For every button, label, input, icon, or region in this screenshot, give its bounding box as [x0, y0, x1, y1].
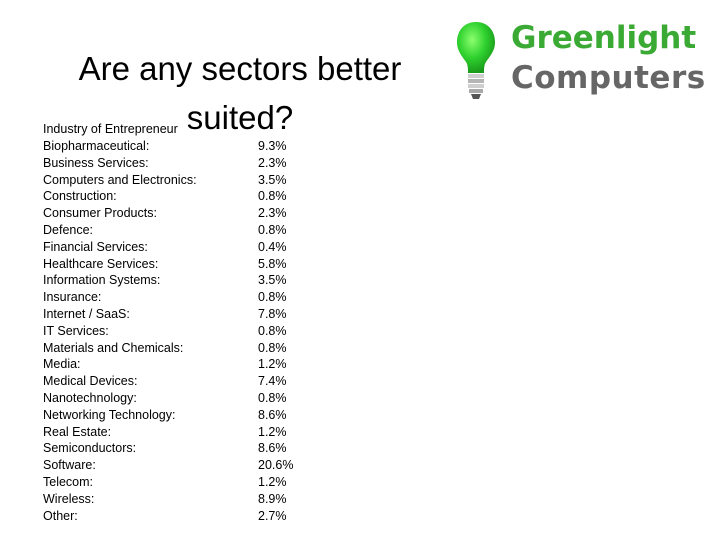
- sector-percentage: 9.3%: [258, 139, 287, 153]
- sector-percentage: 20.6%: [258, 458, 294, 473]
- sector-percentage: 0.8%: [258, 189, 287, 204]
- sector-label: Information Systems:: [43, 273, 161, 288]
- sector-label: Other:: [43, 508, 78, 523]
- sector-label: Real Estate:: [43, 424, 112, 439]
- sector-percentage: 0.8%: [258, 340, 287, 355]
- sector-label: Consumer Products:: [43, 206, 157, 221]
- logo-text-greenlight: Greenlight: [511, 20, 697, 56]
- sector-label: Medical Devices:: [43, 374, 138, 389]
- sector-label: Business Services:: [43, 155, 149, 170]
- sector-percentage: 8.9%: [258, 491, 287, 506]
- sector-percentage: 8.6%: [258, 407, 287, 422]
- greenlight-logo: Greenlight Computers: [456, 18, 706, 104]
- sector-percentage: 8.6%: [258, 441, 287, 456]
- sector-label: Telecom:: [43, 474, 94, 489]
- sector-percentage: 2.7%: [258, 508, 287, 523]
- sector-label: Defence:: [43, 222, 94, 237]
- logo-text-computers: Computers: [511, 60, 706, 96]
- sector-percentage: 0.4%: [258, 239, 287, 254]
- sector-percentage: 1.2%: [258, 357, 287, 372]
- sector-percentage: 1.2%: [258, 424, 287, 439]
- sector-percentage: 7.4%: [258, 374, 287, 389]
- sector-label: Biopharmaceutical:: [43, 139, 150, 153]
- slide-title: Are any sectors better suited?: [40, 44, 440, 142]
- sector-percentage: 0.8%: [258, 222, 287, 237]
- sector-percentage: 2.3%: [258, 206, 287, 221]
- sector-label: Construction:: [43, 189, 117, 204]
- sector-label: Media:: [43, 357, 81, 372]
- sector-label: Internet / SaaS:: [43, 306, 130, 321]
- sector-label: Insurance:: [43, 290, 102, 305]
- sector-label: Healthcare Services:: [43, 256, 159, 271]
- sector-percentage: 7.8%: [258, 306, 287, 321]
- sector-label: Semiconductors:: [43, 441, 137, 456]
- sector-label: Nanotechnology:: [43, 390, 137, 405]
- table-heading: Industry of Entrepreneur: [43, 122, 178, 136]
- sector-percentage: 0.8%: [258, 390, 287, 405]
- sector-percentage: 0.8%: [258, 323, 287, 338]
- sector-label: Financial Services:: [43, 239, 148, 254]
- slide-title-line2: suited?: [186, 99, 294, 137]
- sector-percentage: 2.3%: [258, 155, 287, 170]
- lightbulb-icon: [457, 22, 495, 99]
- sector-label: Networking Technology:: [43, 407, 176, 422]
- sector-percentage: 5.8%: [258, 256, 287, 271]
- sector-percentage: 3.5%: [258, 273, 287, 288]
- sector-label: IT Services:: [43, 323, 109, 338]
- sector-label: Computers and Electronics:: [43, 172, 197, 187]
- sector-label: Software:: [43, 458, 96, 473]
- sector-percentage: 0.8%: [258, 290, 287, 305]
- slide-title-line1: Are any sectors better: [78, 50, 402, 88]
- percentage-list: 9.3% 2.3% 3.5% 0.8% 2.3% 0.8% 0.4% 5.8% 3.5% 0.8%…: [258, 138, 293, 524]
- sector-percentage: 1.2%: [258, 474, 287, 489]
- sector-list: Biopharmaceutical: Business Services: Comp…: [43, 138, 197, 524]
- sector-label: Materials and Chemicals:: [43, 340, 184, 355]
- sector-label: Wireless:: [43, 491, 95, 506]
- sector-percentage: 3.5%: [258, 172, 287, 187]
